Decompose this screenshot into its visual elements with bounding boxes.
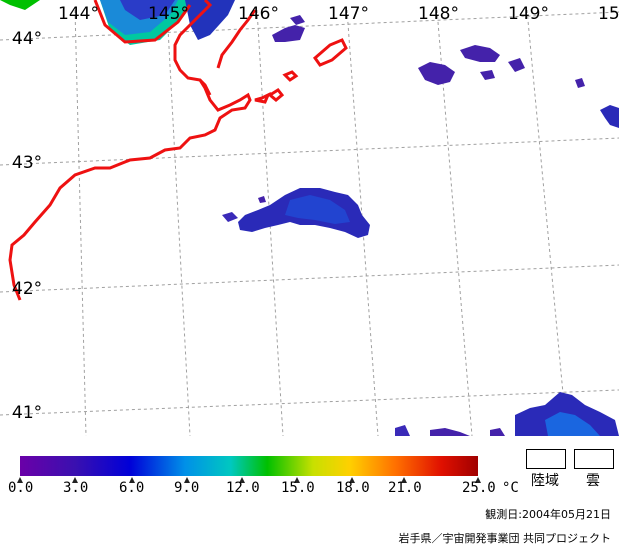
legend-tick-3: 3.0 (63, 480, 89, 496)
cloud-label: 雲 (586, 473, 600, 489)
credit-line: 岩手県／宇宙開発事業団 共同プロジェクト (398, 532, 612, 545)
color-bar (20, 456, 478, 476)
legend-tick-21: 21.0 (388, 480, 422, 496)
observation-date: 観測日:2004年05月21日 (485, 508, 611, 521)
graticule (0, 9, 619, 436)
lat-label-44: 44° (12, 29, 42, 49)
cloud-swatch (574, 449, 614, 469)
lon-label-149: 149° (508, 4, 549, 24)
latitude-labels: 44° 43° 42° 41° (12, 29, 42, 423)
lon-label-150: 15 (598, 4, 619, 24)
legend-tick-25: 25.0 (462, 480, 496, 496)
lat-label-41: 41° (12, 403, 42, 423)
lon-label-146: 146° (238, 4, 279, 24)
lat-label-42: 42° (12, 279, 42, 299)
lon-label-148: 148° (418, 4, 459, 24)
lat-label-43: 43° (12, 153, 42, 173)
color-scale-legend (17, 456, 481, 483)
lon-label-145: 145° (148, 4, 189, 24)
legend-tick-marks (17, 477, 481, 483)
land-label: 陸域 (531, 473, 559, 489)
land-swatch (526, 449, 566, 469)
coastline (8, 0, 348, 301)
sea-surface-temperature-map: 144° 145° 146° 147° 148° 149° 15 44° 43°… (0, 0, 619, 436)
legend-tick-9: 9.0 (174, 480, 200, 496)
lon-label-144: 144° (58, 4, 99, 24)
sst-patches (222, 15, 619, 436)
legend-unit: °C (502, 480, 519, 496)
legend-tick-15: 15.0 (281, 480, 315, 496)
lon-label-147: 147° (328, 4, 369, 24)
legend-tick-0: 0.0 (8, 480, 34, 496)
legend-tick-6: 6.0 (119, 480, 145, 496)
legend-tick-12: 12.0 (226, 480, 260, 496)
land-hokkaido (0, 0, 235, 45)
longitude-labels: 144° 145° 146° 147° 148° 149° 15 (58, 4, 619, 24)
legend-tick-18: 18.0 (336, 480, 370, 496)
